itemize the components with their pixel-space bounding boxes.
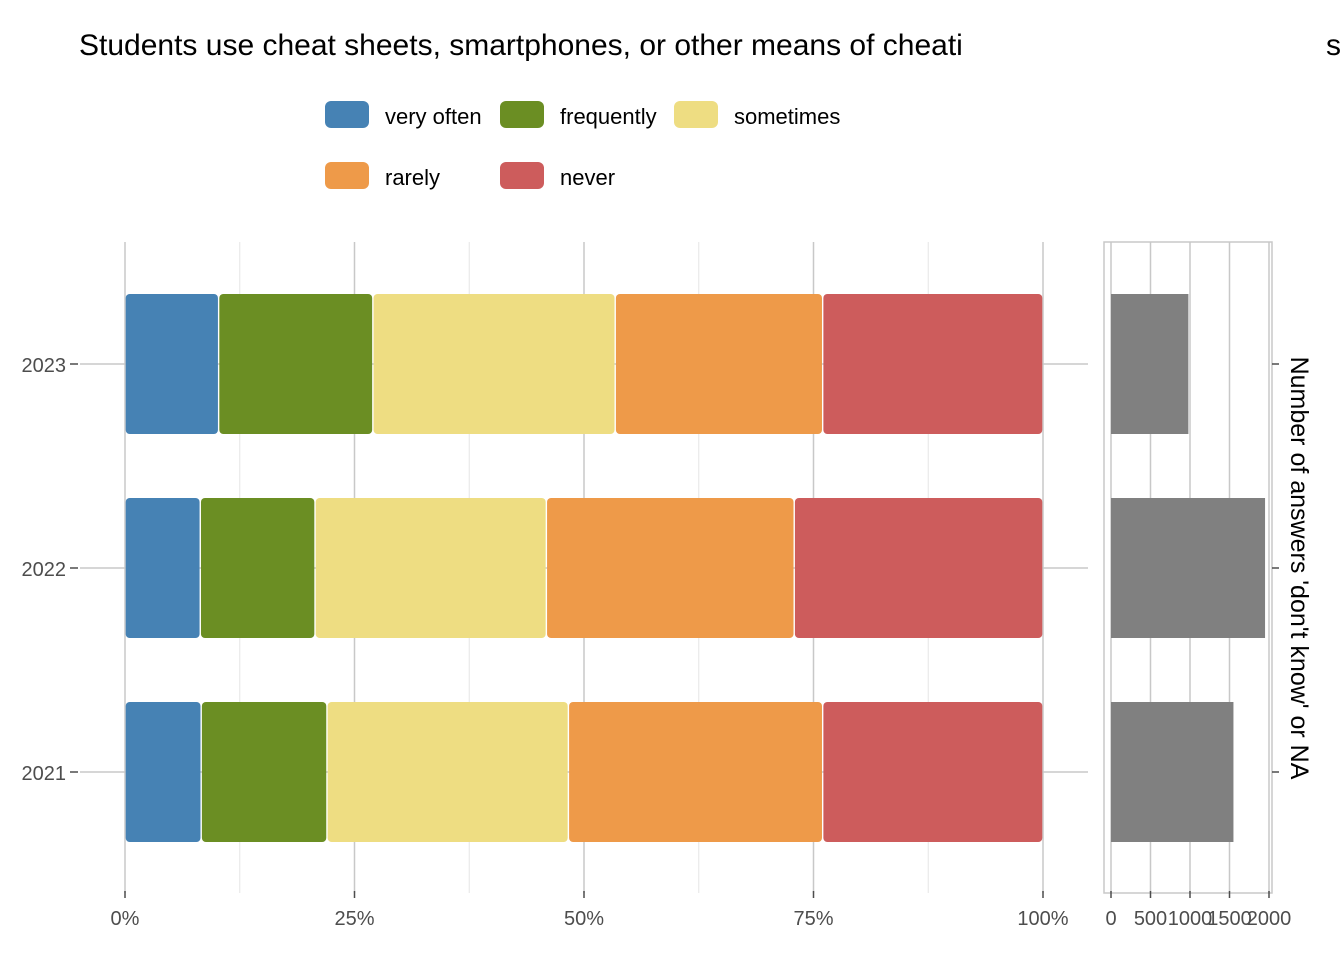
side-x-tick-label-3: 1500 [1207, 908, 1252, 930]
legend-swatch-rarely [325, 162, 369, 189]
legend-label-sometimes: sometimes [734, 104, 840, 129]
bar-2021-never [823, 702, 1043, 842]
bar-2023-sometimes [373, 294, 615, 434]
bar-2023-frequently [219, 294, 373, 434]
x-tick-label-2: 50% [564, 908, 604, 930]
legend-label-never: never [560, 165, 615, 190]
bar-2022-never [794, 498, 1043, 638]
side-x-tick-label-0: 0 [1105, 908, 1116, 930]
side-bar-2022 [1111, 498, 1266, 638]
legend-swatch-sometimes [674, 101, 718, 128]
chart-title-tail: s [1326, 29, 1341, 62]
legend-label-frequently: frequently [560, 104, 657, 129]
bar-2021-very-often [125, 702, 201, 842]
side-x-tick-label-2: 1000 [1168, 908, 1213, 930]
y-tick-label-2022: 2022 [22, 559, 67, 581]
bar-2023-rarely [615, 294, 822, 434]
y-tick-label-2021: 2021 [22, 763, 67, 785]
legend: very often frequently sometimes rarely never [325, 101, 840, 190]
bar-2023-very-often [125, 294, 218, 434]
chart-title: Students use cheat sheets, smartphones, … [79, 29, 963, 62]
legend-swatch-very-often [325, 101, 369, 128]
bar-2022-very-often [125, 498, 200, 638]
legend-label-rarely: rarely [385, 165, 440, 190]
side-bar-2023 [1111, 294, 1189, 434]
bar-2022-sometimes [315, 498, 546, 638]
x-tick-label-0: 0% [111, 908, 140, 930]
bar-2021-rarely [569, 702, 822, 842]
bar-2021-sometimes [327, 702, 568, 842]
side-axis-label: Number of answers 'don't know' or NA [1285, 357, 1313, 780]
x-tick-label-4: 100% [1017, 908, 1068, 930]
bar-2022-rarely [547, 498, 794, 638]
side-x-tick-label-4: 2000 [1247, 908, 1292, 930]
bar-2022-frequently [200, 498, 315, 638]
legend-swatch-never [500, 162, 544, 189]
legend-label-very-often: very often [385, 104, 482, 129]
bar-2023-never [823, 294, 1043, 434]
bar-2021-frequently [201, 702, 327, 842]
y-tick-label-2023: 2023 [22, 355, 67, 377]
side-bar-2021 [1111, 702, 1234, 842]
x-tick-label-3: 75% [793, 908, 833, 930]
legend-swatch-frequently [500, 101, 544, 128]
x-tick-label-1: 25% [334, 908, 374, 930]
side-x-tick-label-1: 500 [1134, 908, 1167, 930]
main-panel: 2023 2022 2021 0% 25% 50% 75% 100% [22, 242, 1088, 930]
